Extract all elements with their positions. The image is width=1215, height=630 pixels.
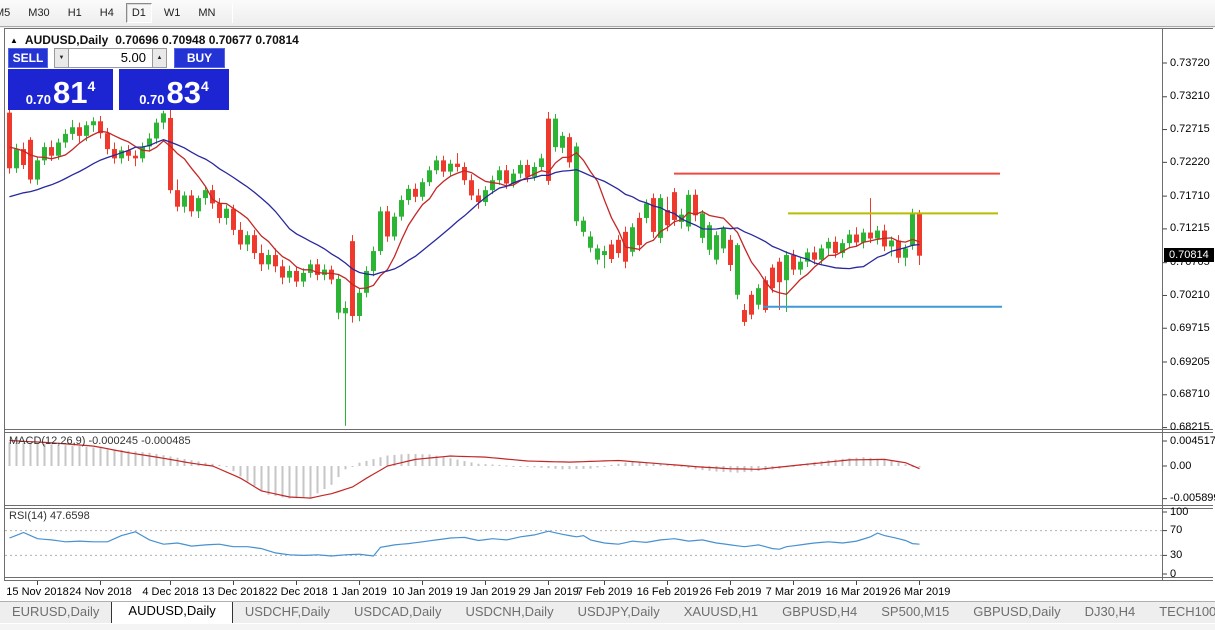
timeframe-toolbar: M5 M30 H1 H4 D1 W1 MN (0, 0, 1215, 27)
buy-price-point: 4 (201, 78, 209, 94)
macd-tick-label: 0.00 (1170, 459, 1192, 472)
macd-indicator-label: MACD(12,26,9) -0.000245 -0.000485 (9, 435, 191, 447)
date-tick-label: 4 Dec 2018 (142, 586, 199, 598)
buy-price-panel[interactable]: 0.70 83 4 (119, 69, 229, 110)
arrow-down-icon: ▼ (58, 55, 65, 61)
volume-input[interactable]: 5.00 (69, 48, 152, 68)
timeframe-button-m30[interactable]: M30 (28, 7, 50, 19)
chart-tab-usdjpy-daily[interactable]: USDJPY,Daily (577, 604, 660, 619)
price-tick-label: 0.70210 (1170, 288, 1210, 301)
price-tick-label: 0.73210 (1170, 90, 1210, 103)
date-tick-label: 26 Feb 2019 (699, 586, 762, 598)
chart-tab-gbpusd-h4[interactable]: GBPUSD,H4 (782, 604, 858, 619)
rsi-tick-label: 100 (1170, 505, 1189, 518)
chart-tab-usdcnh-daily[interactable]: USDCNH,Daily (465, 604, 554, 619)
arrow-up-icon: ▲ (156, 55, 163, 61)
macd-tick-label: -0.005899 (1170, 492, 1215, 505)
chart-tab-audusd-daily[interactable]: AUDUSD,Daily (111, 602, 233, 623)
chart-tab-dj30-h4[interactable]: DJ30,H4 (1084, 604, 1136, 619)
price-tick-label: 0.71710 (1170, 189, 1210, 202)
date-tick-label: 7 Mar 2019 (765, 586, 822, 598)
macd-histogram (8, 442, 921, 499)
macd-tick-label: 0.004517 (1170, 434, 1215, 447)
buy-button[interactable]: BUY (174, 48, 225, 68)
date-tick-label: 10 Jan 2019 (392, 586, 453, 598)
toolbar-separator (232, 3, 234, 23)
timeframe-button-mn[interactable]: MN (198, 7, 216, 19)
rsi-indicator-label: RSI(14) 47.6598 (9, 510, 90, 522)
chart-ohlc-values: 0.70696 0.70948 0.70677 0.70814 (115, 33, 299, 47)
date-tick-label: 16 Feb 2019 (636, 586, 699, 598)
timeframe-button-w1[interactable]: W1 (163, 7, 181, 19)
chart-symbol-label: AUDUSD,Daily (24, 33, 109, 47)
price-tick-label: 0.72715 (1170, 123, 1210, 136)
date-tick-label: 24 Nov 2018 (69, 586, 132, 598)
date-tick-label: 13 Dec 2018 (202, 586, 265, 598)
timeframe-button-h1[interactable]: H1 (67, 7, 82, 19)
timeframe-button-d1[interactable]: D1 (125, 3, 152, 23)
price-axis: 0.73720 0.73210 0.72715 0.72220 0.71710 0.712… (1163, 0, 1215, 601)
chart-plot-area[interactable] (5, 29, 1163, 580)
date-tick-label: 19 Jan 2019 (455, 586, 516, 598)
volume-decrease-button[interactable]: ▼ (54, 48, 69, 68)
price-tick-label: 0.68710 (1170, 388, 1210, 401)
price-tick-label: 0.69715 (1170, 321, 1210, 334)
rsi-tick-label: 30 (1170, 548, 1183, 561)
one-click-trade-panel: SELL ▼ 5.00 ▲ BUY 0.70 81 4 0.70 83 (8, 48, 229, 110)
chart-window: ▲ AUDUSD,Daily 0.70696 0.70948 0.70677 0… (0, 28, 1215, 601)
chart-tab-eurusd-daily[interactable]: EURUSD,Daily (12, 604, 100, 619)
chart-tab-sp500-m15[interactable]: SP500,M15 (881, 604, 950, 619)
date-tick-label: 29 Jan 2019 (518, 586, 579, 598)
date-tick-label: 15 Nov 2018 (6, 586, 69, 598)
pane-borders (4, 28, 1213, 581)
price-tick-label: 0.69205 (1170, 355, 1210, 368)
candles-layer (7, 108, 922, 426)
date-tick-label: 1 Jan 2019 (332, 586, 387, 598)
date-tick-label: 22 Dec 2018 (265, 586, 328, 598)
timeframe-button-m5[interactable]: M5 (0, 7, 11, 19)
rsi-tick-label: 0 (1170, 567, 1177, 580)
buy-price-pips: 83 (166, 75, 201, 110)
rsi-tick-label: 70 (1170, 524, 1183, 537)
buy-price-prefix: 0.70 (139, 92, 165, 107)
sell-price-pips: 81 (53, 75, 88, 110)
sell-price-point: 4 (87, 78, 96, 94)
chart-canvas[interactable] (0, 0, 1215, 601)
volume-increase-button[interactable]: ▲ (152, 48, 167, 68)
sell-button[interactable]: SELL (8, 48, 48, 68)
date-tick-label: 7 Feb 2019 (576, 586, 633, 598)
chart-tab-tech100-h1[interactable]: TECH100,H1 (1159, 604, 1215, 619)
price-tick-label: 0.72220 (1170, 155, 1210, 168)
chart-tab-usdchf-daily[interactable]: USDCHF,Daily (244, 604, 331, 619)
panel-collapse-icon[interactable]: ▲ (10, 35, 18, 45)
rsi-line (9, 530, 920, 557)
chart-tab-xauusd-h1[interactable]: XAUUSD,H1 (683, 604, 759, 619)
sell-price-prefix: 0.70 (25, 92, 52, 107)
price-tick-label: 0.73720 (1170, 56, 1210, 69)
date-axis: 15 Nov 2018 24 Nov 2018 4 Dec 2018 13 Dec 2… (0, 581, 1163, 601)
date-tick-label: 16 Mar 2019 (825, 586, 888, 598)
date-tick-label: 26 Mar 2019 (888, 586, 951, 598)
price-tick-label: 0.71215 (1170, 222, 1210, 235)
macd-signal-line (9, 439, 920, 499)
status-bar (0, 623, 1215, 630)
price-tick-label: 0.68215 (1170, 421, 1210, 434)
chart-title: ▲ AUDUSD,Daily 0.70696 0.70948 0.70677 0… (10, 33, 299, 47)
chart-tab-bar: EURUSD,Daily AUDUSD,Daily USDCHF,Daily USDC… (0, 601, 1215, 623)
chart-tab-gbpusd-daily[interactable]: GBPUSD,Daily (973, 604, 1061, 619)
current-price-tag: 0.70814 (1164, 248, 1214, 263)
timeframe-button-h4[interactable]: H4 (99, 7, 114, 19)
axis-ticks (37, 62, 1167, 585)
ma-fast-line (9, 130, 920, 296)
chart-tab-usdcad-daily[interactable]: USDCAD,Daily (354, 604, 442, 619)
sell-price-panel[interactable]: 0.70 81 4 (8, 69, 113, 110)
ma-slow-line (9, 139, 920, 276)
